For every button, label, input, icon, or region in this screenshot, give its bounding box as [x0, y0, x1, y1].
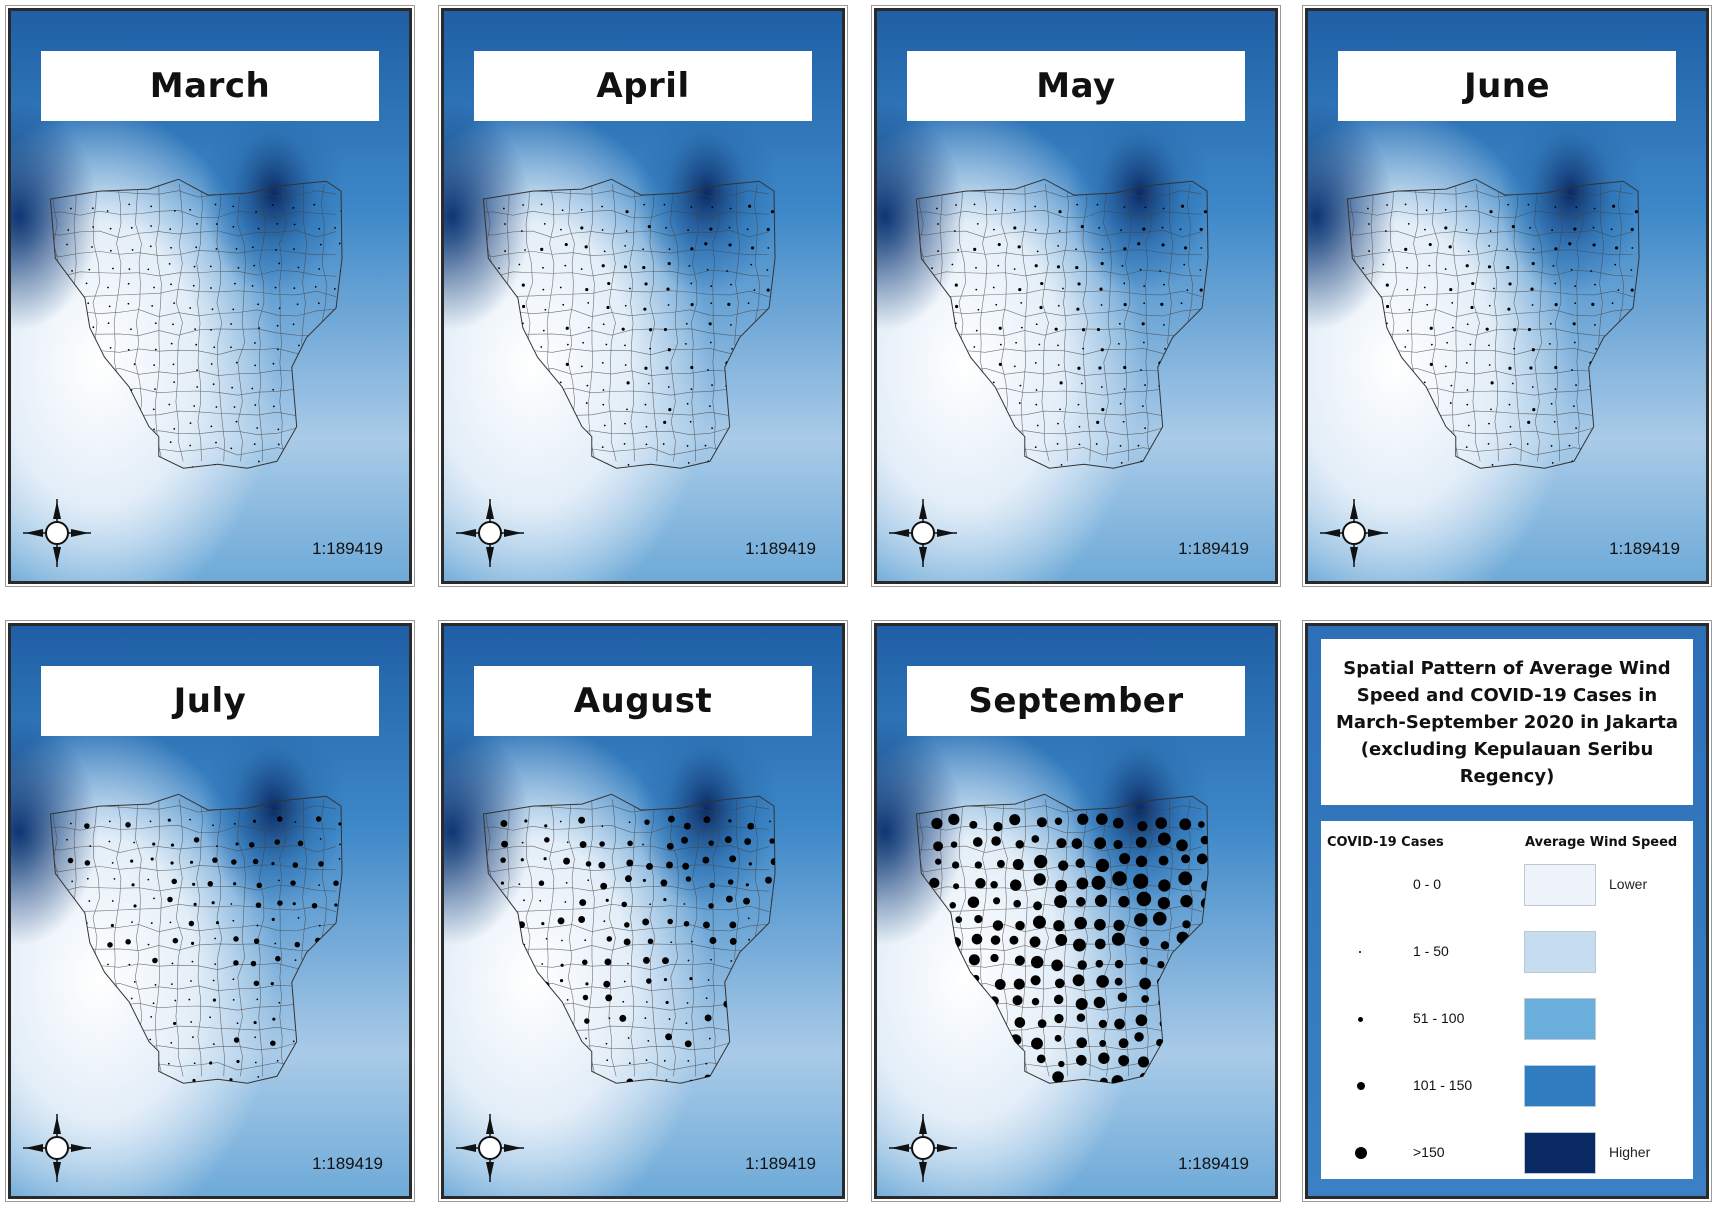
month-title: May: [907, 51, 1245, 121]
legend-wind-swatch: [1524, 931, 1596, 973]
north-arrow-icon: [23, 1114, 91, 1182]
north-arrow-icon: [1320, 499, 1388, 567]
map-panel-september: September 1:189419: [871, 620, 1281, 1202]
north-arrow-icon: [456, 499, 524, 567]
legend-row: 51 - 100: [1321, 998, 1693, 1040]
subdistrict-boundaries: [1347, 184, 1640, 462]
map-scale: 1:189419: [312, 539, 383, 558]
legend-case-dot: [1357, 1082, 1365, 1090]
map-scale: 1:189419: [1609, 539, 1680, 558]
legend-case-dot: [1358, 1017, 1363, 1022]
map-panel-march: March 1:189419: [5, 5, 415, 587]
legend-case-dot: [1359, 951, 1361, 953]
north-arrow-icon: [456, 1114, 524, 1182]
legend-case-range: 101 - 150: [1413, 1077, 1473, 1093]
legend-wind-swatch: [1524, 998, 1596, 1040]
legend-case-range: 51 - 100: [1413, 1010, 1465, 1026]
legend-title: Spatial Pattern of Average Wind Speed an…: [1336, 657, 1678, 787]
north-arrow-icon: [889, 499, 957, 567]
legend-row: >150 Higher: [1321, 1132, 1693, 1174]
north-arrow-icon: [889, 1114, 957, 1182]
map-panel-april: April 1:189419: [438, 5, 848, 587]
month-title: July: [41, 666, 379, 736]
map-panel-july: July 1:189419: [5, 620, 415, 1202]
legend-wind-swatch: [1524, 864, 1596, 906]
legend-case-range: 1 - 50: [1413, 943, 1449, 959]
legend-row: 101 - 150: [1321, 1065, 1693, 1107]
map-panel-june: June 1:189419: [1302, 5, 1712, 587]
legend-wind-swatch: [1524, 1132, 1596, 1174]
map-scale: 1:189419: [1178, 539, 1249, 558]
legend-wind-swatch: [1524, 1065, 1596, 1107]
legend-cases-heading: COVID-19 Cases: [1327, 835, 1444, 850]
legend-row: 1 - 50: [1321, 931, 1693, 973]
legend-wind-high-label: Higher: [1609, 1144, 1651, 1160]
map-scale: 1:189419: [1178, 1154, 1249, 1173]
legend-body: COVID-19 Cases Average Wind Speed 0 - 0 …: [1321, 821, 1693, 1179]
month-title: September: [907, 666, 1245, 736]
month-title: April: [474, 51, 812, 121]
map-panel-august: August 1:189419: [438, 620, 848, 1202]
legend-wind-heading: Average Wind Speed: [1525, 835, 1678, 850]
map-scale: 1:189419: [745, 1154, 816, 1173]
legend-row: 0 - 0 Lower: [1321, 864, 1693, 906]
map-scale: 1:189419: [312, 1154, 383, 1173]
legend-panel: Spatial Pattern of Average Wind Speed an…: [1302, 620, 1712, 1202]
map-scale: 1:189419: [745, 539, 816, 558]
legend-title-box: Spatial Pattern of Average Wind Speed an…: [1321, 639, 1693, 805]
legend-case-dot: [1355, 1147, 1367, 1159]
month-title: June: [1338, 51, 1676, 121]
month-title: August: [474, 666, 812, 736]
legend-case-range: >150: [1413, 1144, 1445, 1160]
month-title: March: [41, 51, 379, 121]
north-arrow-icon: [23, 499, 91, 567]
legend-wind-low-label: Lower: [1609, 876, 1648, 892]
map-panel-may: May 1:189419: [871, 5, 1281, 587]
legend-case-range: 0 - 0: [1413, 876, 1442, 892]
